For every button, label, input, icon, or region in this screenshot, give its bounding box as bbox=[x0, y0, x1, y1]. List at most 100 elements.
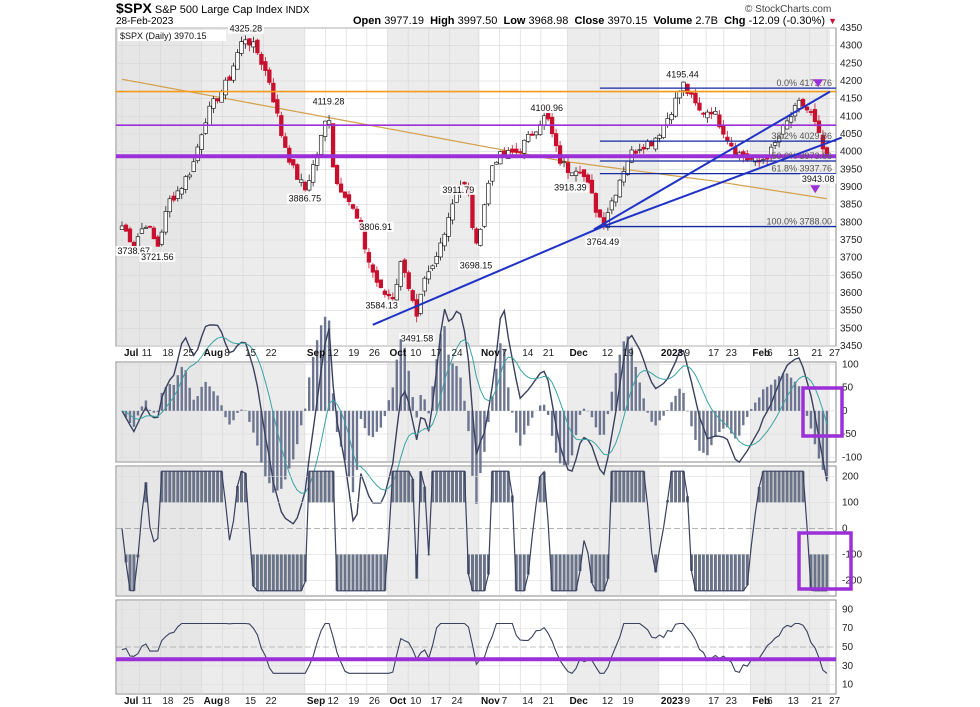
macd-histogram-bar bbox=[451, 363, 454, 411]
volume-label: Volume bbox=[653, 15, 693, 27]
cci-tick-label: 200 bbox=[842, 471, 859, 482]
time-axis-label: 8 bbox=[224, 348, 230, 359]
candle-body bbox=[271, 82, 276, 103]
symbol: $SPX bbox=[116, 0, 152, 16]
macd-histogram-bar bbox=[678, 388, 681, 411]
candle-body bbox=[223, 79, 228, 96]
macd-histogram-bar bbox=[359, 410, 363, 419]
candle-body bbox=[645, 140, 650, 149]
time-axis-label: 19 bbox=[623, 696, 635, 707]
macd-histogram-bar bbox=[642, 398, 645, 411]
macd-tick-label: -100 bbox=[842, 452, 862, 463]
candle-body bbox=[585, 174, 591, 184]
candle-body bbox=[267, 69, 272, 83]
macd-histogram-bar bbox=[710, 410, 713, 446]
macd-histogram-bar bbox=[793, 381, 797, 411]
macd-histogram-bar bbox=[562, 410, 566, 466]
time-axis-label: 18 bbox=[162, 696, 174, 707]
candle-body bbox=[402, 259, 407, 273]
macd-tick-label: 50 bbox=[842, 383, 854, 394]
price-tick-label: 3800 bbox=[840, 217, 863, 228]
candle-body bbox=[804, 106, 810, 111]
candle-body bbox=[621, 171, 626, 183]
candle-body bbox=[191, 161, 196, 172]
macd-histogram-bar bbox=[379, 410, 383, 428]
macd-histogram-bar bbox=[395, 359, 398, 411]
time-axis-label: 17 bbox=[708, 696, 720, 707]
chg-value: -12.09 (-0.30%) bbox=[748, 15, 825, 27]
macd-histogram-bar bbox=[284, 410, 287, 480]
candle-body bbox=[689, 92, 694, 95]
macd-histogram-bar bbox=[550, 410, 554, 436]
price-tick-label: 4300 bbox=[840, 41, 863, 52]
rsi-tick-label: 50 bbox=[842, 642, 854, 653]
candle-body bbox=[633, 150, 638, 154]
ohlc-readout: Open 3977.19 High 3997.50 Low 3968.98 Cl… bbox=[353, 15, 837, 27]
time-axis-label: 12 bbox=[602, 348, 614, 359]
candle-body bbox=[705, 111, 710, 119]
candle-body bbox=[231, 65, 236, 81]
time-axis-label: Aug bbox=[204, 696, 223, 707]
candle-body bbox=[438, 242, 443, 258]
high-value: 3997.50 bbox=[457, 15, 498, 27]
macd-histogram-bar bbox=[144, 400, 148, 411]
candle-body bbox=[565, 162, 571, 174]
cci-line bbox=[121, 470, 827, 592]
month-shade bbox=[567, 363, 659, 461]
candle-body bbox=[534, 131, 539, 136]
price-label-bg bbox=[139, 252, 176, 263]
candle-body bbox=[243, 39, 248, 45]
macd-histogram-bar bbox=[204, 381, 207, 411]
legend-bg bbox=[118, 30, 226, 41]
candle-body bbox=[450, 203, 455, 221]
time-axis-label: 6 bbox=[767, 696, 773, 707]
candle-body bbox=[295, 164, 300, 180]
time-axis-label: 24 bbox=[451, 348, 463, 359]
candle-body bbox=[541, 115, 547, 126]
time-axis-label: 17 bbox=[431, 696, 443, 707]
candle-body bbox=[589, 179, 595, 194]
macd-histogram-bar bbox=[614, 373, 618, 411]
candle-body bbox=[175, 190, 180, 199]
exchange: INDX bbox=[285, 5, 310, 16]
time-axis-label: 12 bbox=[602, 696, 614, 707]
candle-body bbox=[494, 161, 499, 165]
candle-body bbox=[649, 140, 654, 147]
candle-body bbox=[478, 228, 483, 246]
macd-histogram-bar bbox=[499, 343, 502, 411]
time-axis-label: 9 bbox=[685, 348, 691, 359]
macd-histogram-bar bbox=[419, 394, 422, 411]
price-label-bg bbox=[800, 173, 837, 184]
price-label-bg bbox=[458, 260, 494, 271]
candle-body bbox=[514, 148, 519, 153]
price-label-bg bbox=[584, 236, 621, 247]
cci-tick-label: 0 bbox=[842, 523, 848, 534]
candle-body bbox=[729, 142, 734, 147]
macd-histogram-bar bbox=[435, 359, 438, 411]
rsi-tick-label: 10 bbox=[842, 680, 854, 691]
macd-histogram-bar bbox=[682, 392, 685, 411]
macd-histogram-bar bbox=[686, 410, 689, 412]
time-axis-label: 22 bbox=[266, 696, 278, 707]
time-axis-label: 2023 bbox=[661, 696, 684, 707]
macd-histogram-bar bbox=[574, 410, 578, 436]
low-label: Low bbox=[503, 15, 526, 27]
price-tick-label: 4000 bbox=[840, 147, 863, 158]
candle-body bbox=[486, 182, 491, 205]
candle-body bbox=[390, 297, 395, 300]
price-label: 4100.96 bbox=[531, 103, 564, 113]
candle-body bbox=[820, 134, 826, 150]
candle-body bbox=[131, 241, 137, 247]
price-label: 3738.67 bbox=[118, 246, 151, 256]
macd-histogram-bar bbox=[722, 410, 725, 429]
macd-histogram-bar bbox=[423, 399, 426, 411]
price-label-bg bbox=[399, 333, 435, 344]
candle-body bbox=[613, 194, 618, 203]
macd-histogram-bar bbox=[315, 340, 319, 411]
month-shade bbox=[750, 601, 830, 693]
price-tick-label: 4150 bbox=[840, 94, 863, 105]
candle-body bbox=[330, 123, 336, 168]
candle-body bbox=[354, 208, 360, 219]
candle-body bbox=[581, 169, 587, 178]
candle-body bbox=[721, 125, 726, 135]
